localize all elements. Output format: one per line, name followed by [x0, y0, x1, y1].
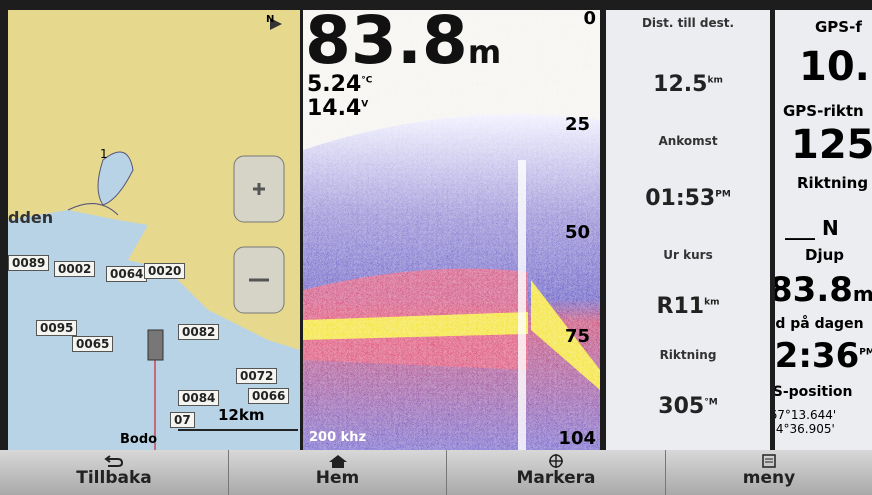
waypoint[interactable]: 0084 — [178, 390, 220, 406]
place: 1 — [100, 147, 108, 161]
field-value: 125 — [791, 122, 872, 168]
depth-scale: 50 — [564, 222, 590, 243]
sonar-image — [303, 10, 600, 450]
field-label: GPS-riktn — [783, 102, 864, 120]
menu-label: Markera — [516, 468, 596, 488]
depth-scale: 75 — [564, 326, 590, 347]
field-value: 10.7 — [799, 44, 872, 90]
waypoint[interactable]: 0095 — [36, 320, 78, 336]
frequency: 200 khz — [309, 430, 367, 445]
gps-panel[interactable]: GPS-f 10.7 GPS-riktn 125 Riktning ___ N … — [775, 10, 872, 450]
waypoint[interactable]: 0020 — [144, 263, 186, 279]
field-label: Riktning — [797, 174, 869, 192]
map-panel[interactable]: N 1 dden Bodo 12km 0089 0002 0064 0020 0… — [8, 10, 300, 450]
icon — [762, 454, 776, 468]
field-label: Ankomst — [658, 134, 718, 148]
menu-label: Tillbaka — [76, 468, 152, 488]
depth-scale: 25 — [564, 114, 590, 135]
temperature: 5.24°C — [307, 72, 373, 97]
data-panel[interactable]: Dist. till dest. 12.5km Ankomst 01:53PM … — [606, 10, 770, 450]
place: dden — [8, 208, 54, 227]
menu-button[interactable]: meny — [666, 450, 872, 495]
icon — [549, 454, 563, 468]
field-label: Riktning — [659, 348, 717, 362]
field-value: 305°M — [658, 394, 718, 419]
icon — [104, 455, 124, 467]
voltage: 14.4V — [307, 96, 369, 121]
longitude: E014°36.905' — [775, 422, 835, 436]
field-value: 83.8m — [775, 270, 872, 310]
field-value: 12.5km — [653, 72, 723, 97]
compass: N — [266, 14, 275, 25]
field-label: Ur kurs — [663, 248, 713, 262]
field-value: 01:53PM — [645, 186, 731, 211]
menu-button[interactable]: Markera — [447, 450, 666, 495]
place: Bodo — [120, 432, 158, 447]
menu-bar — [0, 450, 872, 495]
waypoint[interactable]: 0064 — [106, 266, 148, 282]
field-label: Djup — [805, 246, 845, 264]
field-label: Tid på dagen — [775, 316, 864, 332]
sonar-panel: 83.8m 5.24°C 14.4V 0 25 50 75 104 200 kh… — [303, 10, 600, 450]
field-label: GPS-position — [775, 384, 853, 400]
field-value: ___ N — [785, 216, 839, 240]
waypoint[interactable]: 0065 — [72, 336, 114, 352]
menu-label: meny — [742, 468, 796, 488]
waypoint[interactable]: 0066 — [248, 388, 290, 404]
field-value: 12:36PM — [775, 336, 872, 376]
waypoint[interactable]: 0089 — [8, 255, 50, 271]
map-scale: 12km — [218, 406, 265, 424]
icon — [328, 455, 347, 468]
field-label: Dist. till dest. — [641, 16, 735, 30]
menu-button[interactable]: Hem — [229, 450, 447, 495]
menu-label: Hem — [315, 468, 360, 488]
depth-scale: 0 — [583, 10, 596, 29]
waypoint[interactable]: 0002 — [54, 261, 96, 277]
menu-button[interactable]: Tillbaka — [0, 450, 229, 495]
field-label: GPS-f — [815, 18, 862, 36]
waypoint[interactable]: 07 — [170, 412, 195, 428]
field-value: R11km — [656, 294, 720, 319]
latitude: N 67°13.644' — [775, 408, 837, 422]
waypoint[interactable]: 0082 — [178, 324, 220, 340]
depth-scale: 104 — [558, 428, 596, 449]
zoom-buttons[interactable] — [233, 155, 285, 315]
depth: 83.8m — [305, 10, 502, 79]
waypoint[interactable]: 0072 — [236, 368, 278, 384]
